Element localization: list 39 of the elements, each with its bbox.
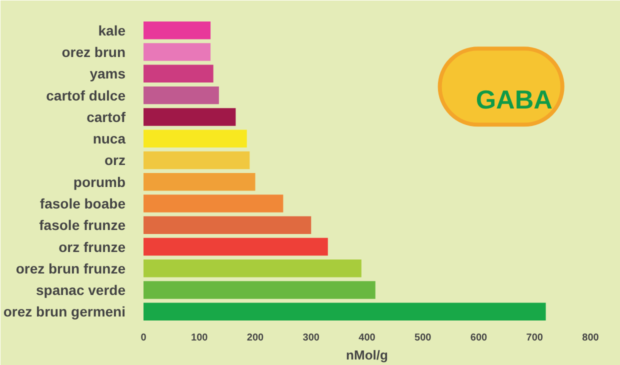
y-tick-label: cartof dulce bbox=[46, 87, 126, 104]
y-tick-label: porumb bbox=[73, 174, 126, 190]
bar bbox=[144, 151, 250, 170]
x-tick-label: 400 bbox=[358, 332, 376, 344]
bar bbox=[144, 172, 256, 191]
x-axis-title: nMol/g bbox=[346, 348, 388, 362]
x-tick-label: 300 bbox=[302, 332, 320, 344]
x-tick-label: 800 bbox=[582, 332, 600, 344]
x-tick-label: 0 bbox=[140, 332, 147, 344]
bar bbox=[144, 216, 312, 234]
y-tick-label: kale bbox=[98, 22, 126, 38]
bar bbox=[144, 108, 236, 126]
bar bbox=[144, 238, 328, 256]
bar bbox=[144, 86, 219, 104]
y-tick-label: orez brun frunze bbox=[16, 260, 126, 276]
annotation: GABA bbox=[476, 84, 553, 115]
bar bbox=[144, 22, 211, 40]
y-tick-label: nuca bbox=[92, 130, 126, 147]
y-tick-label: fasole boabe bbox=[40, 195, 126, 212]
x-tick-label: 200 bbox=[246, 332, 264, 344]
y-tick-label: orz bbox=[104, 152, 126, 168]
y-tick-label: orez brun germeni bbox=[3, 304, 126, 320]
x-tick-label: 600 bbox=[470, 332, 488, 344]
y-tick-label: orez brun bbox=[62, 44, 126, 60]
y-tick-label: cartof bbox=[86, 108, 126, 125]
y-tick-label: fasole frunze bbox=[39, 217, 126, 234]
bar bbox=[144, 64, 214, 83]
bar bbox=[144, 302, 546, 321]
bar bbox=[144, 194, 284, 212]
bar bbox=[144, 281, 376, 299]
y-tick-label: yams bbox=[90, 66, 126, 82]
bar bbox=[144, 130, 247, 148]
x-tick-label: 500 bbox=[414, 332, 432, 344]
y-tick-label: spanac verde bbox=[36, 282, 126, 298]
bar bbox=[144, 260, 362, 278]
x-tick-label: 700 bbox=[526, 332, 544, 344]
bar bbox=[144, 43, 211, 61]
y-tick-label: orz frunze bbox=[58, 238, 126, 255]
x-tick-label: 100 bbox=[191, 332, 208, 344]
